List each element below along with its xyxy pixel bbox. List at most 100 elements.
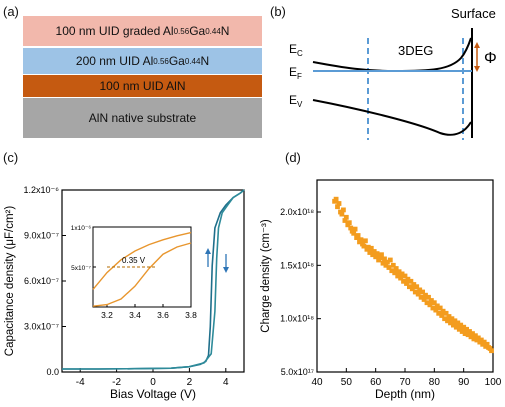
- data-point: [371, 249, 377, 254]
- surface-label: Surface: [451, 6, 496, 21]
- data-point: [439, 313, 445, 318]
- data-point: [398, 275, 403, 281]
- data-point: [452, 318, 458, 324]
- data-point: [455, 320, 461, 326]
- data-point: [453, 324, 459, 330]
- data-point: [387, 257, 393, 263]
- inset-series-line: [92, 242, 192, 307]
- data-point: [431, 300, 437, 306]
- phi-arrow-head-bottom: [474, 66, 480, 72]
- panel-c-label: (c): [3, 150, 19, 165]
- data-point: [399, 271, 405, 277]
- data-point: [343, 214, 349, 220]
- layer-text-sub2: 0.44: [184, 56, 201, 66]
- data-point: [427, 302, 433, 308]
- valence-band: [312, 99, 472, 136]
- data-point: [462, 331, 468, 336]
- data-point: [434, 303, 440, 309]
- data-point: [396, 269, 402, 275]
- data-point: [336, 201, 342, 206]
- y-tick-label: 5.0x10¹⁷: [281, 367, 314, 377]
- layer-text-mid: Ga: [168, 54, 185, 68]
- panel-d-label: (d): [285, 150, 301, 165]
- data-point: [424, 300, 430, 306]
- data-point: [465, 332, 471, 338]
- data-point: [355, 233, 361, 238]
- data-point: [473, 333, 478, 339]
- layer-text-pre: AlN native substrate: [88, 111, 197, 125]
- data-point: [458, 322, 464, 328]
- data-point: [456, 326, 462, 332]
- data-point: [363, 238, 368, 244]
- data-point: [429, 298, 434, 303]
- y-tick-label: 3.0x10⁻⁷: [24, 322, 59, 332]
- data-point: [445, 318, 450, 324]
- data-point: [348, 225, 354, 231]
- y-tick-label: 9.0x10⁻⁷: [24, 231, 59, 241]
- charge-density-chart: 40 50 60 70 80 90 100 5.0x10¹⁷ 1.0x10¹⁸ 1.5x10¹⁸ 2…: [260, 179, 502, 401]
- data-point: [393, 266, 399, 271]
- x-tick-label: 70: [399, 377, 411, 388]
- x-tick-label: 40: [311, 377, 323, 388]
- data-point: [417, 287, 423, 293]
- data-point: [489, 348, 494, 354]
- data-point: [442, 316, 447, 322]
- cv-chart: -4 -2 0 2 4 0.0 3.0x10⁻⁷ 6.0x10⁻⁷ 9.0x10⁻⁷ 1.2x10…: [4, 185, 245, 401]
- data-point: [385, 259, 390, 265]
- data-point: [407, 284, 412, 290]
- inset-x-tick-label: 3.2: [101, 310, 113, 320]
- data-point: [382, 256, 387, 262]
- y-tick-label: 6.0x10⁻⁷: [24, 276, 59, 286]
- data-point: [461, 324, 467, 330]
- data-point: [365, 244, 371, 250]
- data-point: [351, 230, 357, 236]
- ef-label: EF: [289, 65, 302, 81]
- inset-x-tick-label: 3.8: [185, 310, 197, 320]
- data-point: [377, 255, 383, 261]
- x-tick-label: 60: [370, 377, 382, 388]
- region-label: 3DEG: [398, 43, 433, 58]
- data-point: [470, 331, 475, 336]
- data-point: [426, 294, 431, 300]
- layer-1: 200 nm UID Al 0.56 Ga 0.44 N: [23, 48, 262, 74]
- ev-label: EV: [289, 93, 303, 109]
- data-point: [361, 243, 367, 249]
- y-tick-label: 0.0: [46, 367, 59, 377]
- data-point: [374, 251, 380, 256]
- data-point: [383, 262, 389, 268]
- inset-annotation: 0.35 V: [122, 256, 146, 265]
- data-point: [478, 337, 484, 343]
- band-diagram: Surface 3DEG Φ EC EF EV: [289, 6, 497, 140]
- layer-text-pre: 100 nm UID AlN: [99, 79, 186, 93]
- y-tick-label: 1.5x10¹⁸: [280, 260, 314, 270]
- x-tick-label: 90: [458, 377, 470, 388]
- data-point: [342, 218, 348, 223]
- data-point: [423, 292, 428, 298]
- y-axis-label: Charge density (cm⁻³): [260, 219, 272, 333]
- data-point: [414, 284, 420, 290]
- x-tick-label: 80: [429, 377, 441, 388]
- data-point: [333, 196, 339, 202]
- x-axis-label: Bias Voltage (V): [110, 387, 196, 401]
- ec-label: EC: [289, 42, 303, 58]
- cv-series-line: [62, 189, 245, 370]
- inset-y-tick-label: 5x10⁻⁷: [71, 265, 92, 272]
- data-point: [421, 297, 427, 302]
- layer-text-post: N: [220, 24, 230, 38]
- data-point: [418, 294, 424, 300]
- panel-b-label: (b): [270, 4, 286, 19]
- phi-arrow-head-top: [474, 42, 480, 48]
- x-tick-label: -4: [76, 377, 85, 388]
- layer-3: AlN native substrate: [23, 98, 262, 138]
- data-point: [392, 270, 398, 276]
- x-tick-label: 0: [150, 377, 156, 388]
- data-point: [446, 314, 452, 319]
- data-point: [390, 262, 396, 268]
- data-point: [451, 322, 456, 328]
- data-point: [368, 245, 374, 251]
- data-point: [443, 310, 449, 316]
- layer-text-pre: 100 nm UID graded Al: [55, 24, 174, 38]
- sweep-up-arrow-head: [205, 248, 211, 254]
- data-point: [484, 341, 490, 347]
- sweep-down-arrow-head: [223, 267, 229, 273]
